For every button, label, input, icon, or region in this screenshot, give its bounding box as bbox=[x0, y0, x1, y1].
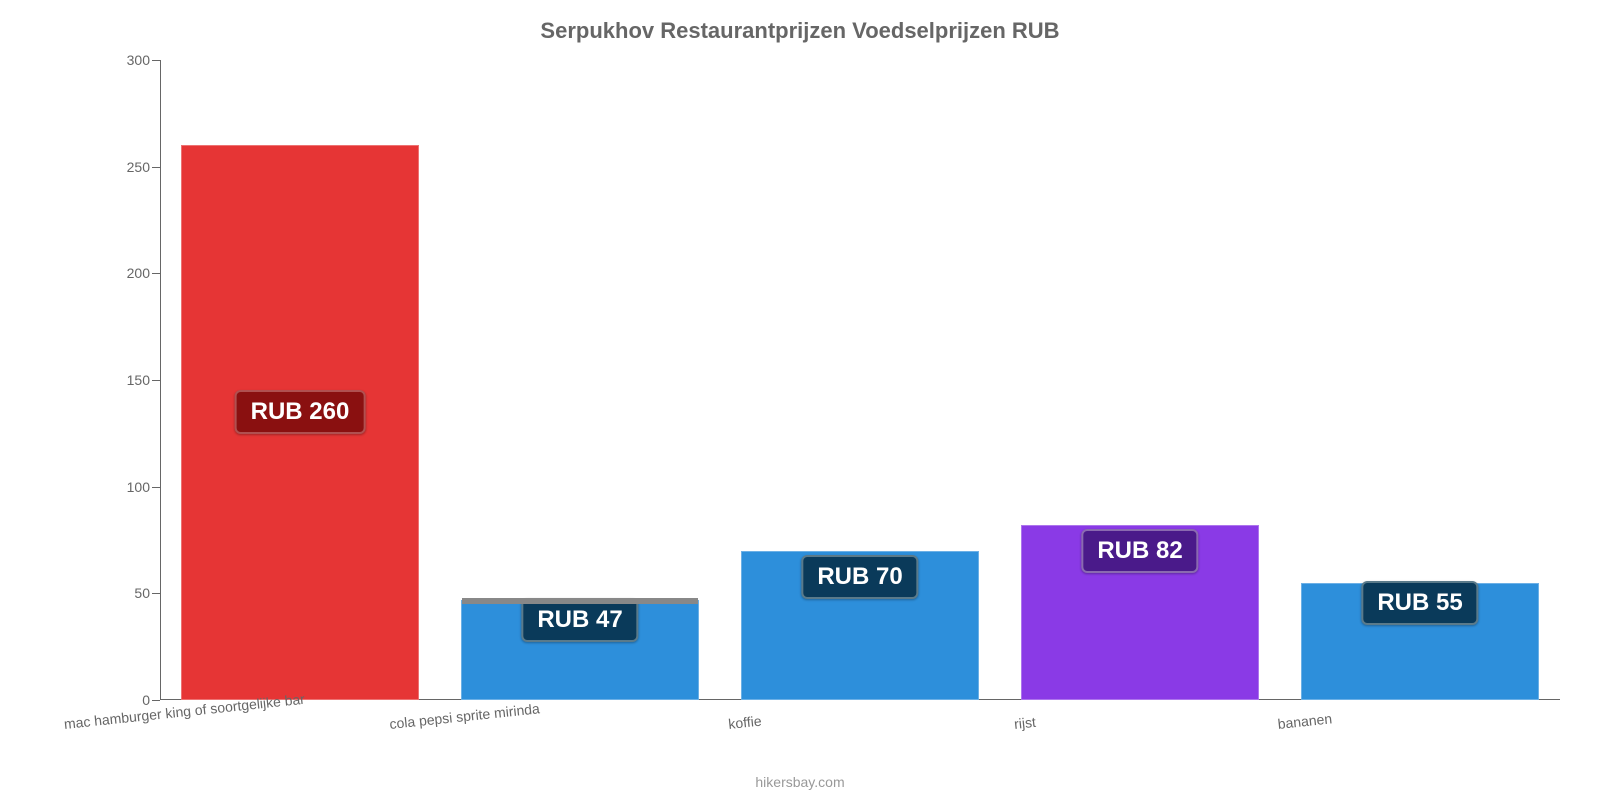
value-badge: RUB 82 bbox=[1081, 529, 1198, 573]
chart-plot-area: 050100150200250300 RUB 260RUB 47RUB 70RU… bbox=[160, 60, 1560, 700]
y-tick-mark bbox=[152, 273, 160, 274]
x-axis-label: cola pepsi sprite mirinda bbox=[389, 700, 541, 732]
y-tick-mark bbox=[152, 60, 160, 61]
value-badge: RUB 70 bbox=[801, 555, 918, 599]
bar-cap bbox=[462, 598, 698, 604]
value-badge: RUB 47 bbox=[521, 598, 638, 642]
value-badge: RUB 55 bbox=[1361, 581, 1478, 625]
value-badge: RUB 260 bbox=[235, 390, 366, 434]
bar-group: RUB 260 bbox=[181, 145, 419, 700]
y-tick-label: 250 bbox=[110, 159, 150, 175]
y-tick-label: 0 bbox=[110, 692, 150, 708]
bar-group: RUB 82 bbox=[1021, 525, 1259, 700]
attribution-text: hikersbay.com bbox=[0, 774, 1600, 790]
bar-group: RUB 70 bbox=[741, 551, 979, 700]
x-axis-label: rijst bbox=[1013, 714, 1036, 732]
y-tick-mark bbox=[152, 167, 160, 168]
y-tick-mark bbox=[152, 487, 160, 488]
y-tick-mark bbox=[152, 593, 160, 594]
y-tick-label: 50 bbox=[110, 585, 150, 601]
y-tick-mark bbox=[152, 700, 160, 701]
y-tick-label: 100 bbox=[110, 479, 150, 495]
y-tick-label: 300 bbox=[110, 52, 150, 68]
chart-title: Serpukhov Restaurantprijzen Voedselprijz… bbox=[0, 0, 1600, 44]
y-tick-label: 200 bbox=[110, 265, 150, 281]
y-tick-mark bbox=[152, 380, 160, 381]
x-axis-label: bananen bbox=[1277, 710, 1333, 732]
y-tick-label: 150 bbox=[110, 372, 150, 388]
bar-group: RUB 55 bbox=[1301, 583, 1539, 700]
x-axis-label: koffie bbox=[728, 713, 763, 732]
bar-group: RUB 47 bbox=[461, 600, 699, 700]
bars-container: RUB 260 RUB 47 RUB 70 RUB 82 RUB 55 bbox=[160, 60, 1560, 700]
